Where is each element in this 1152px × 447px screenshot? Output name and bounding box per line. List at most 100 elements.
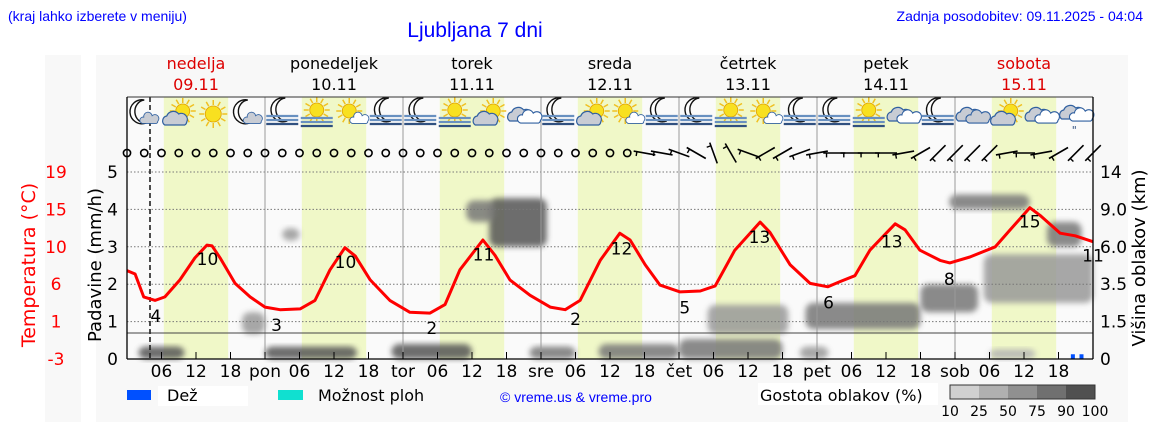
wind-barb-tick	[1032, 154, 1036, 159]
wind-barb-tick	[686, 148, 691, 154]
x-tick-label: sre	[528, 362, 554, 382]
temperature-label: 11	[473, 246, 495, 266]
cloud-height-tick: 14	[1100, 163, 1122, 183]
cloud-blob	[949, 194, 1030, 210]
region-hint[interactable]: (kraj lahko izberete v meniju)	[8, 8, 187, 24]
cloud-density-layer	[138, 194, 1093, 359]
wind-calm-circle	[605, 148, 615, 158]
cloud-blob	[920, 284, 978, 313]
wind-calm-circle	[208, 148, 218, 158]
moon-fog-icon	[542, 97, 575, 126]
precipitation-bars	[1070, 354, 1084, 359]
daylight-band	[991, 97, 1057, 359]
page-title: Ljubljana 7 dni	[407, 19, 542, 42]
wind-barb	[929, 144, 947, 162]
wind-calm-circle	[312, 148, 322, 158]
clouds-icon	[886, 106, 922, 124]
wind-calm-circle	[191, 148, 201, 158]
wind-barb	[1067, 144, 1085, 162]
wind-calm-circle	[433, 148, 442, 158]
wind-barb	[963, 144, 981, 162]
wind-calm-circle	[364, 148, 373, 158]
temp-tick: 6	[51, 275, 62, 295]
x-tick-label: 18	[358, 362, 380, 382]
cloud-blob	[282, 228, 300, 241]
wind-calm-circle	[398, 148, 408, 158]
wind-barb	[910, 146, 931, 160]
temperature-label: 3	[271, 316, 282, 336]
x-tick-label: 12	[323, 362, 345, 382]
wind-barb	[668, 148, 690, 158]
left-panel	[45, 55, 81, 422]
temperature-label: 5	[679, 299, 690, 319]
wind-calm-circle	[484, 148, 494, 158]
x-tick-label: čet	[666, 362, 693, 382]
wind-barb-tick	[1069, 157, 1074, 163]
precip-tick: 0	[107, 350, 118, 370]
temp-tick: 10	[45, 238, 67, 258]
rain-swatch	[127, 390, 151, 400]
temperature-label: 13	[749, 228, 771, 248]
wind-barb-tick	[998, 154, 1001, 159]
x-tick-label: 18	[1048, 362, 1070, 382]
cloud-blob	[805, 302, 921, 330]
credit-link[interactable]: © vreme.us & vreme.pro	[500, 389, 652, 405]
x-tick-label: 12	[875, 362, 897, 382]
wind-barb-tick	[808, 154, 811, 159]
wind-calm-circle	[243, 148, 253, 158]
temperature-label: 12	[611, 239, 633, 259]
wind-barb-tick	[1051, 156, 1055, 162]
temp-tick: -3	[48, 350, 65, 370]
temperature-label: 2	[570, 310, 581, 330]
showers-legend-label: Možnost ploh	[318, 386, 424, 405]
wind-barb	[946, 144, 964, 162]
wind-calm-circle	[157, 148, 166, 158]
x-tick-label: 06	[565, 362, 587, 382]
wind-barb-tick	[931, 157, 936, 163]
cloud-blob	[598, 344, 679, 359]
x-tick-label: 06	[151, 362, 173, 382]
wind-calm-circle	[346, 148, 356, 158]
density-title-bg	[758, 383, 938, 405]
day-date: 09.11	[173, 75, 219, 94]
density-legend-title: Gostota oblakov (%)	[760, 386, 923, 405]
wind-barb-tick	[757, 156, 762, 162]
x-tick-label: 06	[841, 362, 863, 382]
sun-small-cloud-icon	[612, 98, 646, 124]
wind-row	[122, 142, 1102, 164]
wind-barb	[737, 148, 759, 158]
weather-icons-row: "	[129, 97, 1095, 137]
precip-bar	[1079, 354, 1084, 359]
sun-fog-icon	[714, 97, 747, 128]
temperature-label: 15	[1019, 213, 1041, 233]
day-date: 13.11	[725, 75, 771, 94]
sun-fog-icon	[438, 97, 471, 128]
temp-axis-label: Temperatura (°C)	[18, 183, 40, 348]
wind-barb-tick	[791, 155, 795, 161]
x-tick-label: 12	[461, 362, 483, 382]
svg-text:": "	[1072, 124, 1077, 137]
daylight-band	[301, 97, 367, 359]
day-date: 14.11	[863, 75, 909, 94]
clouds-icon	[507, 106, 543, 124]
density-scale-border	[949, 384, 1096, 400]
cloud-blob	[799, 346, 829, 359]
precip-tick: 1	[107, 313, 118, 333]
day-name: nedelja	[167, 54, 226, 73]
temperature-line	[126, 206, 1094, 315]
cloud-blob	[679, 339, 783, 359]
cloud-blob	[489, 198, 547, 247]
wind-calm-circle	[622, 148, 632, 158]
moon-fog-icon	[266, 97, 299, 126]
temp-tick: 1	[51, 313, 62, 333]
gridlines	[127, 97, 1093, 359]
x-tick-label: 06	[289, 362, 311, 382]
cloud-blob	[707, 304, 789, 335]
cloud-height-tick: 3.5	[1100, 275, 1127, 295]
wind-calm-circle	[450, 148, 460, 158]
wind-barb	[1048, 146, 1069, 160]
x-tick-label: sob	[940, 362, 970, 382]
rain-legend-label: Dež	[167, 386, 198, 405]
